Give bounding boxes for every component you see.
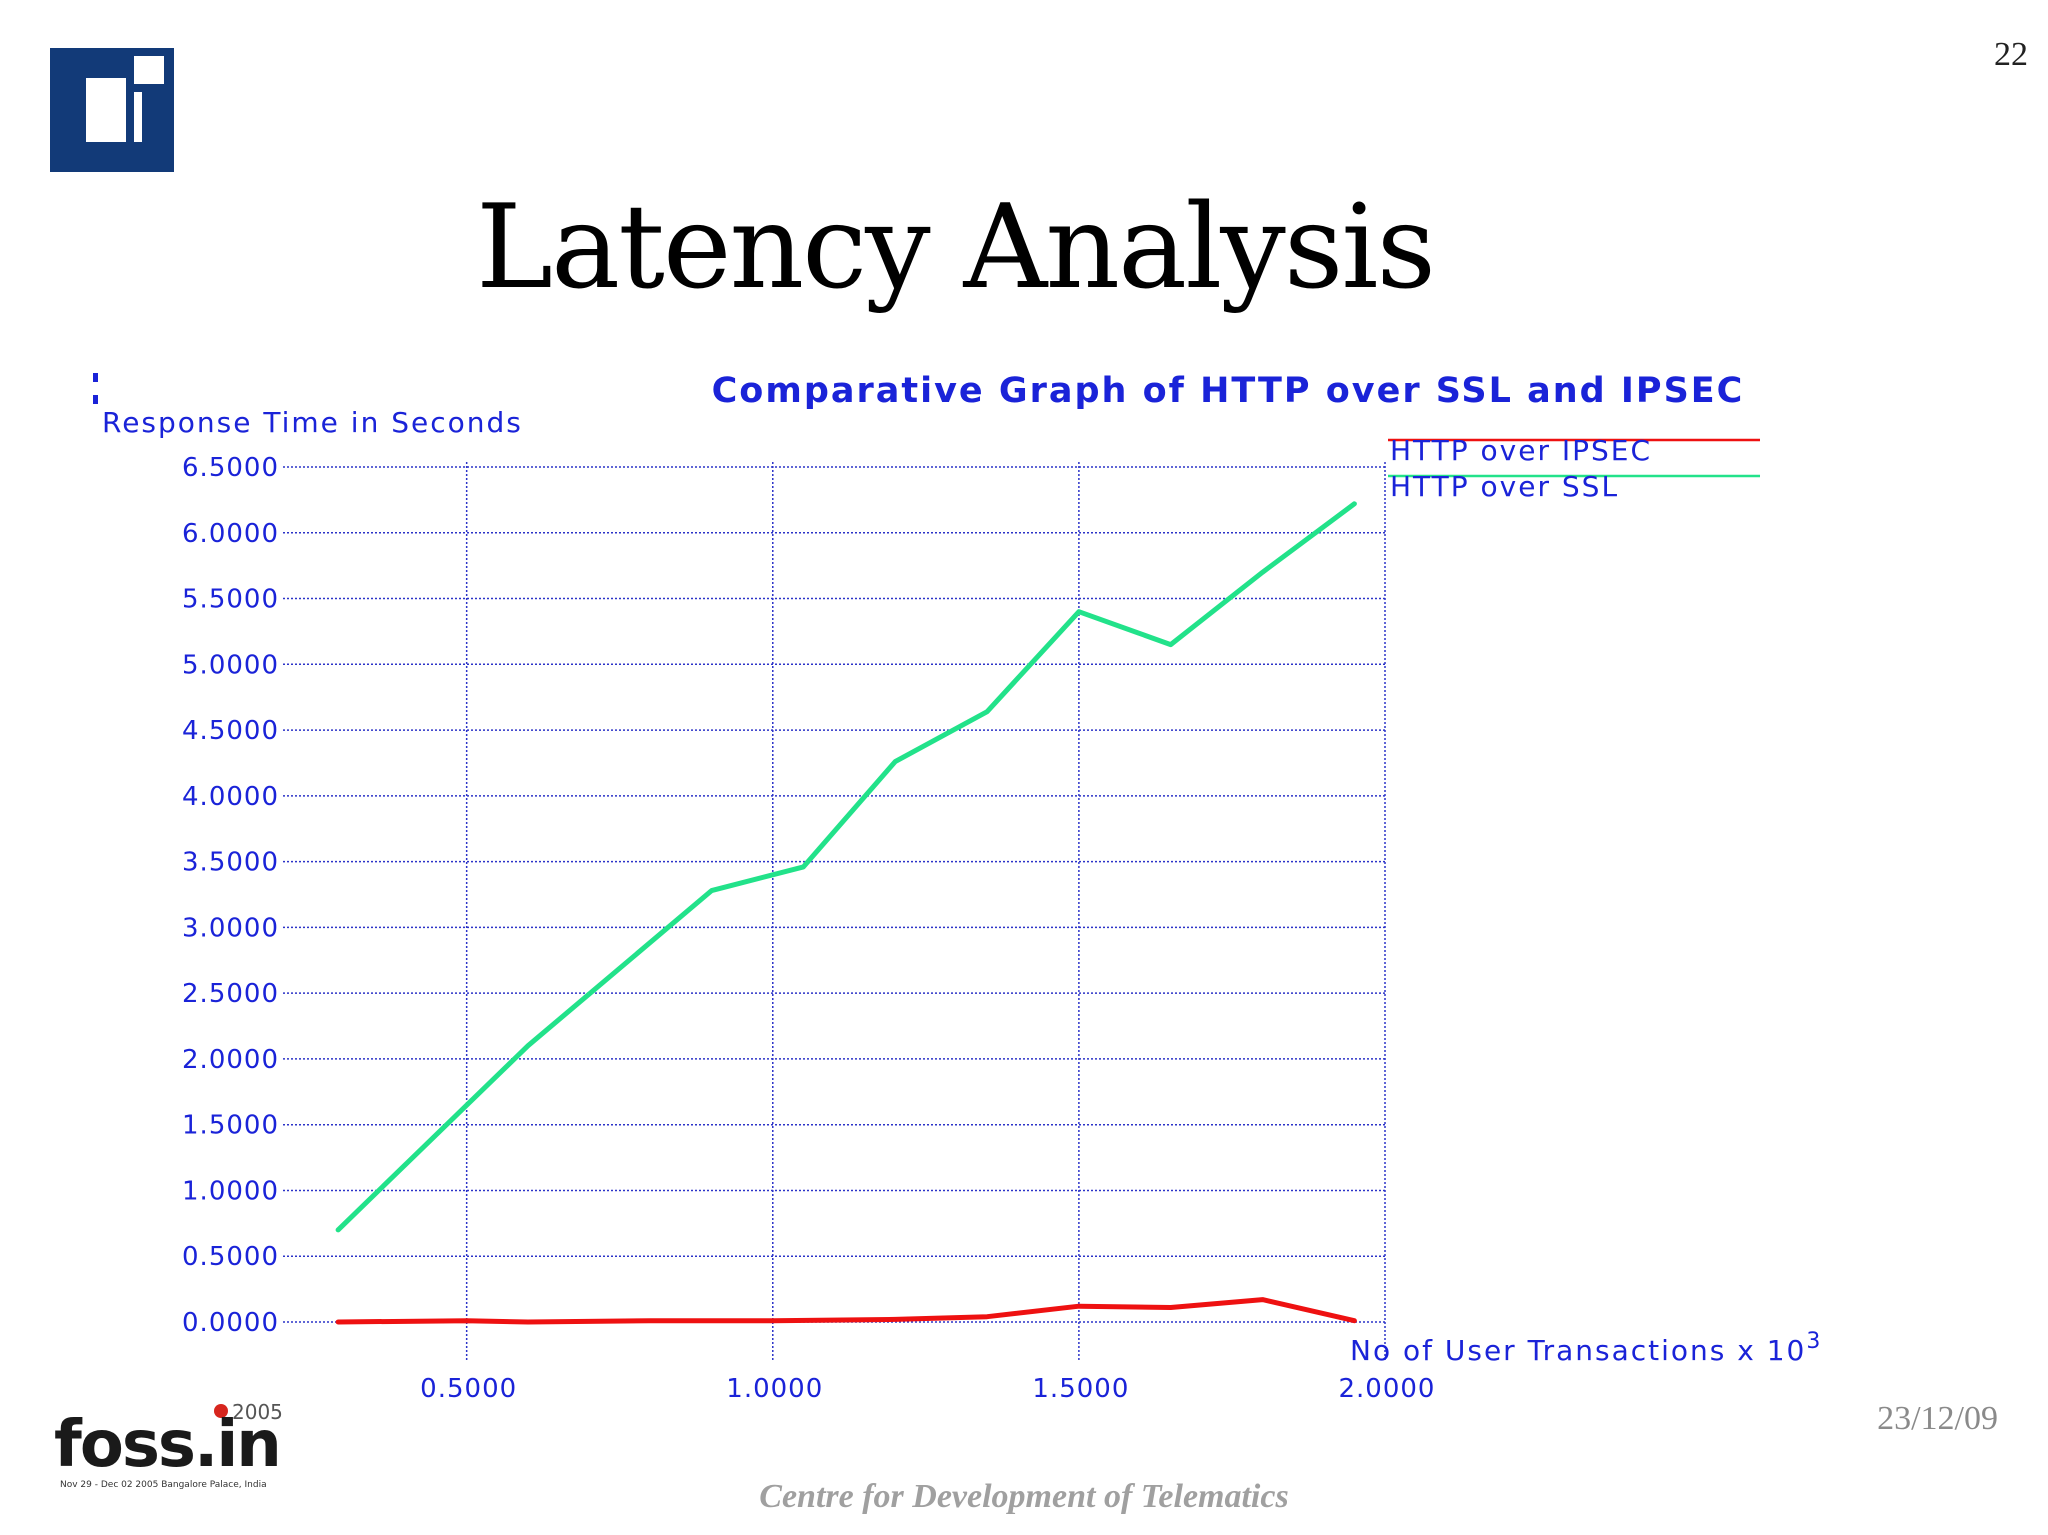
y-tick-label: 1.0000 (182, 1176, 279, 1206)
series-layer (335, 501, 1357, 1325)
chart-title: Comparative Graph of HTTP over SSL and I… (712, 371, 1745, 411)
page-number: 22 (1994, 36, 2028, 73)
y-tick-label: 4.0000 (182, 782, 279, 812)
y-tick-label: 4.5000 (182, 716, 279, 746)
y-tick-label: 5.5000 (182, 585, 279, 615)
x-axis-label-text: No of User Transactions x 10 (1350, 1334, 1806, 1367)
slide-footer: Centre for Development of Telematics (759, 1478, 1289, 1515)
foss-wordmark: foss.in (54, 1408, 282, 1482)
y-tick-label: 5.0000 (182, 650, 279, 680)
x-tick-label: 2.0000 (1339, 1374, 1436, 1404)
label-layer: 0.0000 0.5000 1.0000 1.5000 2.0000 2.5000 3.00… (93, 371, 1822, 1404)
legend-label: HTTP over IPSEC (1390, 434, 1652, 467)
foss-year: 2005 (232, 1400, 283, 1424)
logo-inner-block (86, 78, 126, 142)
y-tick-label: 1.5000 (182, 1111, 279, 1141)
logo-corner-block (134, 56, 164, 84)
axis-marker (93, 373, 98, 382)
y-tick-label: 0.5000 (182, 1242, 279, 1272)
x-axis-label-superscript: 3 (1806, 1329, 1822, 1354)
foss-in-logo: 2005 foss.in Nov 29 - Dec 02 2005 Bangal… (46, 1400, 286, 1500)
latency-chart: 0.0000 0.5000 1.0000 1.5000 2.0000 2.5000 3.00… (93, 371, 1822, 1404)
grid-layer (283, 462, 1386, 1362)
cdac-logo-icon (50, 48, 174, 172)
slide-date: 23/12/09 (1877, 1400, 1998, 1437)
y-tick-label: 3.0000 (182, 913, 279, 943)
x-tick-label: 1.0000 (726, 1374, 823, 1404)
x-tick-label: 1.5000 (1032, 1374, 1129, 1404)
series-line (335, 1297, 1357, 1325)
x-axis-label: No of User Transactions x 103 (1350, 1329, 1822, 1367)
y-tick-label: 2.0000 (182, 1045, 279, 1075)
y-tick-label: 0.0000 (182, 1308, 279, 1338)
chart-area: 0.0000 0.5000 1.0000 1.5000 2.0000 2.5000 3.00… (0, 360, 2048, 1420)
series-line (335, 501, 1357, 1233)
y-tick-label: 6.5000 (182, 453, 279, 483)
y-axis-label: Response Time in Seconds (102, 406, 523, 439)
y-tick-label: 6.0000 (182, 519, 279, 549)
foss-dot-icon (214, 1404, 228, 1418)
logo-side-bar (134, 92, 142, 142)
axis-marker (93, 395, 98, 404)
foss-subtitle: Nov 29 - Dec 02 2005 Bangalore Palace, I… (60, 1480, 267, 1490)
legend-label: HTTP over SSL (1390, 470, 1619, 503)
slide-title: Latency Analysis (476, 180, 1436, 315)
x-tick-label: 0.5000 (420, 1374, 517, 1404)
y-tick-label: 2.5000 (182, 979, 279, 1009)
y-tick-label: 3.5000 (182, 848, 279, 878)
